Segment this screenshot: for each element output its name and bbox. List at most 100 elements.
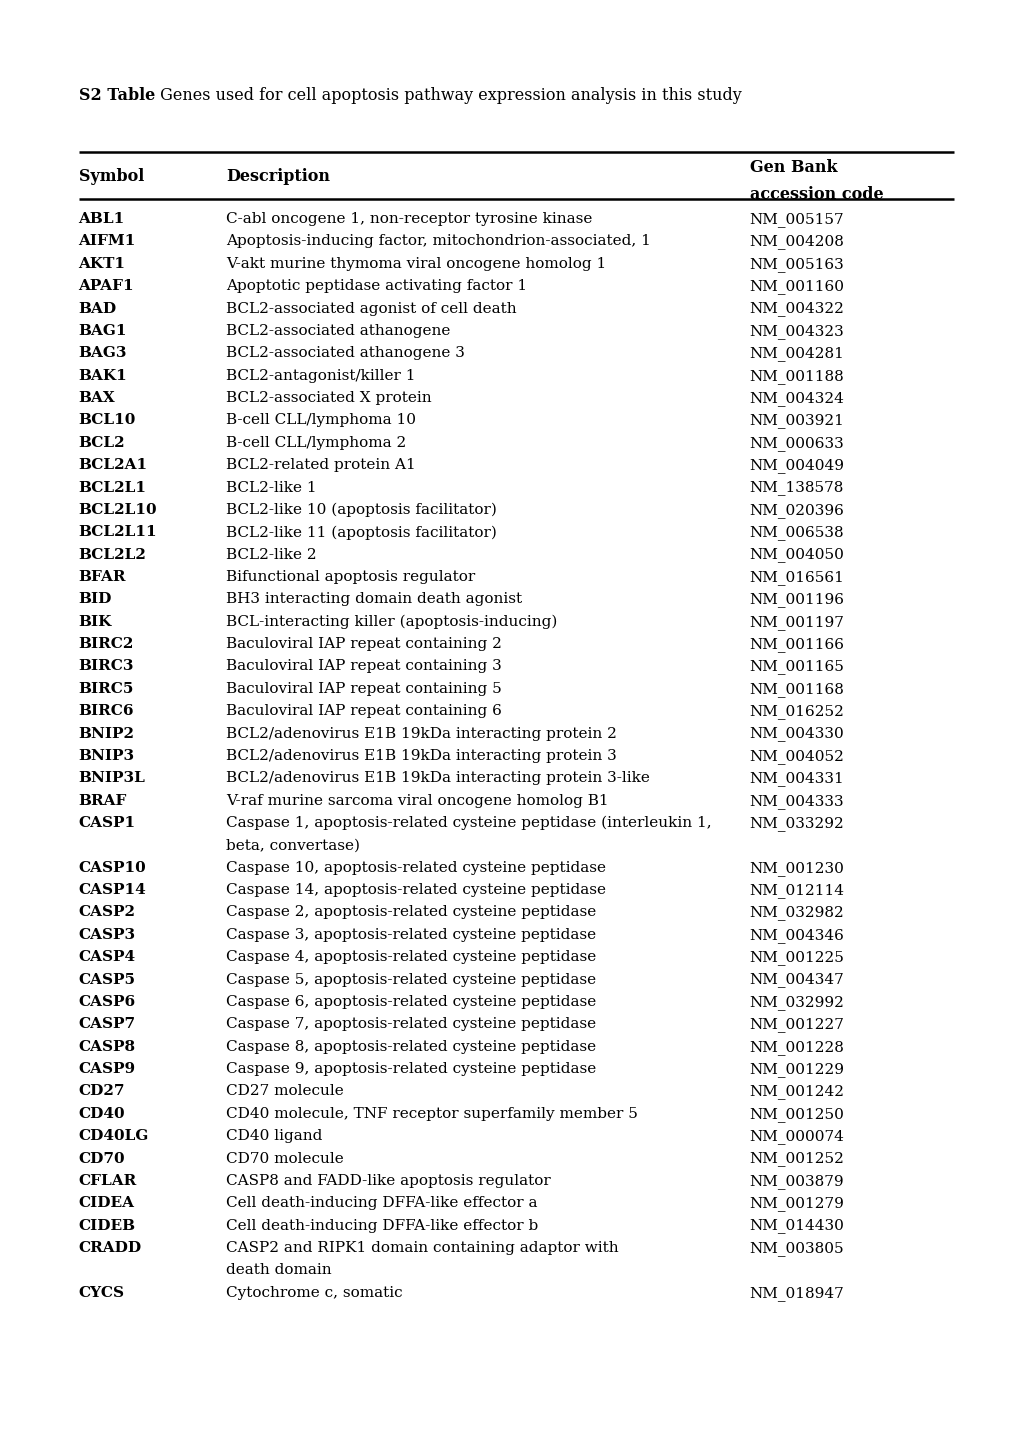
Text: NM_001230: NM_001230	[749, 860, 844, 876]
Text: BIRC6: BIRC6	[78, 704, 133, 719]
Text: BCL10: BCL10	[78, 413, 136, 427]
Text: CASP8 and FADD-like apoptosis regulator: CASP8 and FADD-like apoptosis regulator	[226, 1173, 550, 1188]
Text: Bifunctional apoptosis regulator: Bifunctional apoptosis regulator	[226, 570, 475, 584]
Text: NM_004208: NM_004208	[749, 234, 844, 250]
Text: BAK1: BAK1	[78, 368, 127, 382]
Text: Cell death-inducing DFFA-like effector a: Cell death-inducing DFFA-like effector a	[226, 1196, 537, 1211]
Text: BCL2-associated athanogene 3: BCL2-associated athanogene 3	[226, 346, 465, 361]
Text: BIRC3: BIRC3	[78, 659, 133, 674]
Text: Caspase 1, apoptosis-related cysteine peptidase (interleukin 1,: Caspase 1, apoptosis-related cysteine pe…	[226, 815, 711, 830]
Text: Caspase 6, apoptosis-related cysteine peptidase: Caspase 6, apoptosis-related cysteine pe…	[226, 994, 596, 1009]
Text: Caspase 9, apoptosis-related cysteine peptidase: Caspase 9, apoptosis-related cysteine pe…	[226, 1062, 596, 1076]
Text: BCL2-like 11 (apoptosis facilitator): BCL2-like 11 (apoptosis facilitator)	[226, 525, 497, 540]
Text: BCL2: BCL2	[78, 436, 125, 450]
Text: BCL2-related protein A1: BCL2-related protein A1	[226, 457, 416, 472]
Text: Baculoviral IAP repeat containing 6: Baculoviral IAP repeat containing 6	[226, 704, 501, 719]
Text: NM_004049: NM_004049	[749, 457, 844, 473]
Text: Caspase 5, apoptosis-related cysteine peptidase: Caspase 5, apoptosis-related cysteine pe…	[226, 973, 596, 987]
Text: BRAF: BRAF	[78, 794, 126, 808]
Text: CASP9: CASP9	[78, 1062, 136, 1076]
Text: BCL2-antagonist/killer 1: BCL2-antagonist/killer 1	[226, 368, 416, 382]
Text: NM_006538: NM_006538	[749, 525, 844, 540]
Text: Caspase 14, apoptosis-related cysteine peptidase: Caspase 14, apoptosis-related cysteine p…	[226, 883, 606, 898]
Text: BAD: BAD	[78, 302, 116, 316]
Text: NM_014430: NM_014430	[749, 1218, 844, 1234]
Text: Apoptosis-inducing factor, mitochondrion-associated, 1: Apoptosis-inducing factor, mitochondrion…	[226, 234, 651, 248]
Text: CD70 molecule: CD70 molecule	[226, 1152, 343, 1166]
Text: BCL-interacting killer (apoptosis-inducing): BCL-interacting killer (apoptosis-induci…	[226, 615, 557, 629]
Text: CIDEB: CIDEB	[78, 1218, 136, 1232]
Text: BNIP3L: BNIP3L	[78, 771, 146, 785]
Text: NM_004346: NM_004346	[749, 928, 844, 942]
Text: BCL2/adenovirus E1B 19kDa interacting protein 3-like: BCL2/adenovirus E1B 19kDa interacting pr…	[226, 771, 650, 785]
Text: NM_003879: NM_003879	[749, 1173, 844, 1189]
Text: AKT1: AKT1	[78, 257, 125, 271]
Text: Cytochrome c, somatic: Cytochrome c, somatic	[226, 1286, 403, 1300]
Text: NM_001168: NM_001168	[749, 681, 844, 697]
Text: Caspase 2, apoptosis-related cysteine peptidase: Caspase 2, apoptosis-related cysteine pe…	[226, 905, 596, 919]
Text: C-abl oncogene 1, non-receptor tyrosine kinase: C-abl oncogene 1, non-receptor tyrosine …	[226, 212, 592, 227]
Text: NM_018947: NM_018947	[749, 1286, 844, 1300]
Text: NM_001227: NM_001227	[749, 1017, 844, 1032]
Text: ABL1: ABL1	[78, 212, 124, 227]
Text: BIK: BIK	[78, 615, 112, 629]
Text: NM_004323: NM_004323	[749, 323, 844, 339]
Text: Caspase 10, apoptosis-related cysteine peptidase: Caspase 10, apoptosis-related cysteine p…	[226, 860, 606, 874]
Text: NM_001279: NM_001279	[749, 1196, 844, 1211]
Text: CASP6: CASP6	[78, 994, 136, 1009]
Text: NM_020396: NM_020396	[749, 502, 844, 518]
Text: NM_001250: NM_001250	[749, 1107, 844, 1121]
Text: NM_001229: NM_001229	[749, 1062, 844, 1076]
Text: NM_000633: NM_000633	[749, 436, 844, 450]
Text: NM_004333: NM_004333	[749, 794, 844, 808]
Text: BCL2L10: BCL2L10	[78, 502, 157, 517]
Text: death domain: death domain	[226, 1263, 332, 1277]
Text: CASP8: CASP8	[78, 1039, 136, 1053]
Text: CASP3: CASP3	[78, 928, 136, 942]
Text: S2 Table: S2 Table	[78, 87, 155, 104]
Text: beta, convertase): beta, convertase)	[226, 838, 360, 853]
Text: NM_005163: NM_005163	[749, 257, 844, 271]
Text: BCL2-like 10 (apoptosis facilitator): BCL2-like 10 (apoptosis facilitator)	[226, 502, 497, 517]
Text: CYCS: CYCS	[78, 1286, 124, 1300]
Text: NM_004281: NM_004281	[749, 346, 844, 361]
Text: NM_001252: NM_001252	[749, 1152, 844, 1166]
Text: Gen Bank: Gen Bank	[749, 159, 837, 176]
Text: NM_004322: NM_004322	[749, 302, 844, 316]
Text: Symbol: Symbol	[78, 167, 144, 185]
Text: Description: Description	[226, 167, 330, 185]
Text: BAG1: BAG1	[78, 323, 127, 338]
Text: CD70: CD70	[78, 1152, 125, 1166]
Text: NM_004052: NM_004052	[749, 749, 844, 763]
Text: CRADD: CRADD	[78, 1241, 142, 1255]
Text: NM_004324: NM_004324	[749, 391, 844, 405]
Text: Baculoviral IAP repeat containing 3: Baculoviral IAP repeat containing 3	[226, 659, 501, 674]
Text: NM_032982: NM_032982	[749, 905, 844, 921]
Text: CD40 ligand: CD40 ligand	[226, 1128, 322, 1143]
Text: NM_016252: NM_016252	[749, 704, 844, 719]
Text: BIRC2: BIRC2	[78, 636, 133, 651]
Text: NM_003921: NM_003921	[749, 413, 844, 429]
Text: NM_004050: NM_004050	[749, 547, 844, 563]
Text: NM_004347: NM_004347	[749, 973, 844, 987]
Text: CD27 molecule: CD27 molecule	[226, 1084, 343, 1098]
Text: Caspase 7, apoptosis-related cysteine peptidase: Caspase 7, apoptosis-related cysteine pe…	[226, 1017, 596, 1032]
Text: NM_012114: NM_012114	[749, 883, 844, 898]
Text: Baculoviral IAP repeat containing 2: Baculoviral IAP repeat containing 2	[226, 636, 501, 651]
Text: CASP2: CASP2	[78, 905, 136, 919]
Text: V-raf murine sarcoma viral oncogene homolog B1: V-raf murine sarcoma viral oncogene homo…	[226, 794, 608, 808]
Text: BCL2L11: BCL2L11	[78, 525, 157, 540]
Text: NM_001228: NM_001228	[749, 1039, 844, 1055]
Text: NM_016561: NM_016561	[749, 570, 844, 584]
Text: BCL2/adenovirus E1B 19kDa interacting protein 3: BCL2/adenovirus E1B 19kDa interacting pr…	[226, 749, 616, 763]
Text: BIRC5: BIRC5	[78, 681, 133, 696]
Text: BCL2-like 1: BCL2-like 1	[226, 481, 317, 495]
Text: NM_001188: NM_001188	[749, 368, 844, 384]
Text: BID: BID	[78, 592, 112, 606]
Text: CASP5: CASP5	[78, 973, 136, 987]
Text: B-cell CLL/lymphoma 2: B-cell CLL/lymphoma 2	[226, 436, 407, 450]
Text: NM_001197: NM_001197	[749, 615, 844, 629]
Text: NM_001242: NM_001242	[749, 1084, 844, 1100]
Text: CD40LG: CD40LG	[78, 1128, 149, 1143]
Text: BCL2-like 2: BCL2-like 2	[226, 547, 317, 561]
